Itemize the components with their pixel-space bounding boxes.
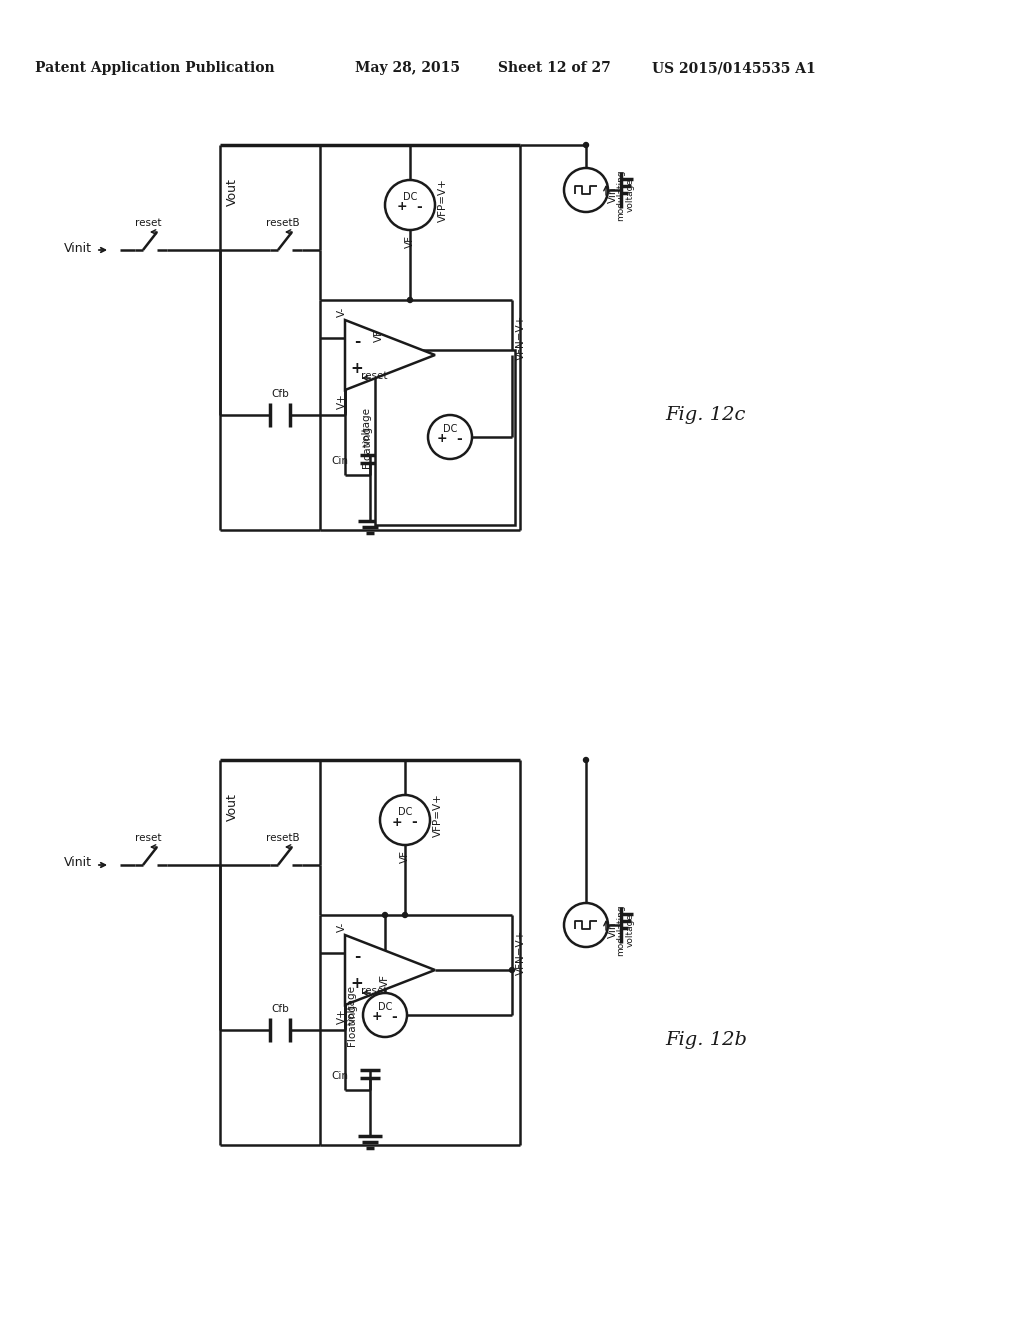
Bar: [375, 350, 515, 525]
Text: -: -: [456, 432, 462, 446]
Text: Floating: Floating: [347, 1005, 357, 1045]
Text: -: -: [391, 1010, 397, 1024]
Text: Vin: Vin: [608, 186, 618, 203]
Text: VFN=V+: VFN=V+: [516, 314, 526, 359]
Text: +: +: [396, 201, 408, 214]
Circle shape: [383, 912, 387, 917]
Text: DC: DC: [397, 807, 413, 817]
Text: voltage: voltage: [362, 408, 372, 446]
Circle shape: [584, 758, 589, 763]
Text: VF: VF: [406, 235, 415, 248]
Text: V+: V+: [337, 1008, 347, 1024]
Text: +: +: [392, 816, 402, 829]
Text: reset: reset: [135, 833, 161, 843]
Text: VFP=V+: VFP=V+: [433, 793, 443, 837]
Text: VF: VF: [374, 329, 384, 342]
Text: Vout: Vout: [226, 793, 239, 821]
Text: VF: VF: [400, 850, 410, 863]
Circle shape: [380, 795, 430, 845]
Text: modulating: modulating: [616, 904, 625, 956]
Text: Vinit: Vinit: [63, 857, 92, 870]
Text: reset: reset: [135, 218, 161, 228]
Text: DC: DC: [378, 1002, 392, 1012]
Text: +: +: [372, 1011, 382, 1023]
Circle shape: [362, 993, 407, 1038]
Text: Fig. 12b: Fig. 12b: [665, 1031, 746, 1049]
Text: US 2015/0145535 A1: US 2015/0145535 A1: [652, 61, 816, 75]
Text: -: -: [416, 201, 422, 214]
Text: +: +: [436, 433, 447, 446]
Polygon shape: [345, 319, 435, 389]
Text: DC: DC: [402, 191, 417, 202]
Text: resetB: resetB: [266, 833, 300, 843]
Text: Cfb: Cfb: [271, 389, 289, 399]
Text: DC: DC: [442, 424, 457, 434]
Circle shape: [408, 297, 413, 302]
Circle shape: [564, 168, 608, 213]
Text: resetB: resetB: [266, 218, 300, 228]
Text: +: +: [350, 975, 364, 991]
Circle shape: [428, 414, 472, 459]
Text: V-: V-: [337, 921, 347, 932]
Text: VFP=V+: VFP=V+: [438, 178, 449, 222]
Text: -: -: [354, 949, 360, 964]
Text: modulating: modulating: [616, 169, 625, 220]
Text: Vout: Vout: [226, 178, 239, 206]
Text: VFN=V+: VFN=V+: [516, 929, 526, 974]
Text: VF: VF: [380, 974, 390, 987]
Text: reset: reset: [361, 371, 387, 381]
Text: -: -: [411, 814, 417, 829]
Text: May 28, 2015: May 28, 2015: [355, 61, 460, 75]
Text: Fig. 12c: Fig. 12c: [665, 407, 745, 424]
Text: voltage: voltage: [347, 986, 357, 1024]
Text: reset: reset: [361, 986, 387, 997]
Text: +: +: [350, 360, 364, 376]
Circle shape: [402, 912, 408, 917]
Polygon shape: [345, 935, 435, 1005]
Text: Patent Application Publication: Patent Application Publication: [35, 61, 274, 75]
Circle shape: [584, 143, 589, 148]
Circle shape: [385, 180, 435, 230]
Circle shape: [564, 903, 608, 946]
Circle shape: [510, 968, 514, 973]
Text: voltage: voltage: [626, 913, 635, 946]
Text: Vinit: Vinit: [63, 242, 92, 255]
Circle shape: [510, 352, 514, 358]
Text: Cin: Cin: [331, 455, 348, 466]
Text: V-: V-: [337, 306, 347, 317]
Text: Cin: Cin: [331, 1071, 348, 1081]
Text: V+: V+: [337, 393, 347, 409]
Text: Cfb: Cfb: [271, 1005, 289, 1014]
Text: voltage: voltage: [626, 178, 635, 213]
Text: -: -: [354, 334, 360, 350]
Text: Vin: Vin: [608, 921, 618, 939]
Text: Floating: Floating: [362, 426, 372, 469]
Text: Sheet 12 of 27: Sheet 12 of 27: [498, 61, 610, 75]
